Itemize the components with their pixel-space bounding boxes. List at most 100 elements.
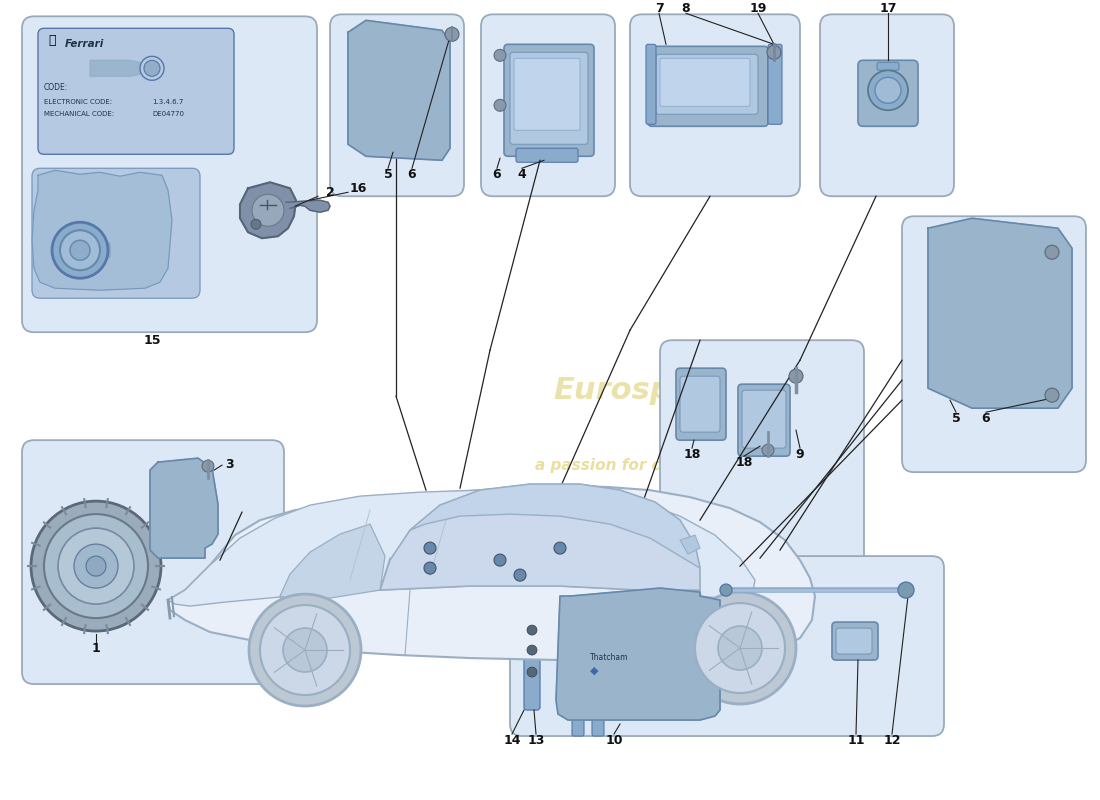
FancyBboxPatch shape bbox=[676, 368, 726, 440]
Text: 🐴: 🐴 bbox=[48, 34, 55, 47]
FancyBboxPatch shape bbox=[646, 44, 656, 124]
Circle shape bbox=[249, 594, 361, 706]
Text: 6: 6 bbox=[981, 412, 990, 425]
Polygon shape bbox=[90, 60, 148, 76]
Circle shape bbox=[767, 46, 781, 59]
Text: 3: 3 bbox=[226, 458, 234, 470]
FancyBboxPatch shape bbox=[510, 52, 588, 144]
FancyBboxPatch shape bbox=[738, 384, 790, 456]
Polygon shape bbox=[556, 588, 720, 720]
FancyBboxPatch shape bbox=[504, 44, 594, 156]
Text: Eurospares: Eurospares bbox=[553, 376, 747, 405]
Circle shape bbox=[898, 582, 914, 598]
Circle shape bbox=[140, 56, 164, 80]
Circle shape bbox=[527, 645, 537, 655]
Text: 11: 11 bbox=[847, 734, 865, 746]
FancyBboxPatch shape bbox=[940, 244, 1048, 392]
Circle shape bbox=[424, 542, 436, 554]
Circle shape bbox=[58, 528, 134, 604]
FancyBboxPatch shape bbox=[648, 46, 768, 126]
Circle shape bbox=[251, 219, 261, 230]
FancyBboxPatch shape bbox=[22, 16, 317, 332]
Text: CODE:: CODE: bbox=[44, 83, 68, 92]
FancyBboxPatch shape bbox=[39, 28, 234, 154]
FancyBboxPatch shape bbox=[516, 148, 578, 162]
FancyBboxPatch shape bbox=[22, 440, 284, 684]
FancyBboxPatch shape bbox=[836, 628, 872, 654]
Circle shape bbox=[514, 569, 526, 581]
Text: 4: 4 bbox=[518, 168, 527, 181]
Circle shape bbox=[527, 667, 537, 677]
FancyBboxPatch shape bbox=[660, 340, 864, 568]
Text: 8: 8 bbox=[682, 2, 691, 15]
Text: 5: 5 bbox=[952, 412, 960, 425]
FancyBboxPatch shape bbox=[360, 44, 436, 140]
Text: 1: 1 bbox=[91, 642, 100, 654]
FancyBboxPatch shape bbox=[574, 614, 704, 702]
Text: 9: 9 bbox=[795, 448, 804, 461]
Circle shape bbox=[720, 584, 732, 596]
FancyBboxPatch shape bbox=[514, 58, 580, 130]
FancyBboxPatch shape bbox=[524, 614, 540, 710]
Text: ◆: ◆ bbox=[590, 666, 598, 676]
FancyBboxPatch shape bbox=[32, 168, 200, 298]
Circle shape bbox=[494, 50, 506, 62]
Circle shape bbox=[260, 605, 350, 695]
Polygon shape bbox=[928, 218, 1072, 408]
Circle shape bbox=[494, 99, 506, 111]
FancyBboxPatch shape bbox=[568, 606, 712, 710]
Text: 14: 14 bbox=[504, 734, 520, 746]
Text: 13: 13 bbox=[527, 734, 544, 746]
Circle shape bbox=[1045, 388, 1059, 402]
Text: 18: 18 bbox=[683, 448, 701, 461]
Text: 6: 6 bbox=[493, 168, 502, 181]
Circle shape bbox=[74, 544, 118, 588]
Text: 18: 18 bbox=[735, 456, 752, 469]
FancyBboxPatch shape bbox=[510, 556, 944, 736]
Circle shape bbox=[424, 562, 436, 574]
FancyBboxPatch shape bbox=[902, 216, 1086, 472]
Circle shape bbox=[762, 444, 774, 456]
Circle shape bbox=[86, 556, 106, 576]
Polygon shape bbox=[240, 182, 296, 238]
FancyBboxPatch shape bbox=[877, 62, 899, 70]
Text: 17: 17 bbox=[879, 2, 896, 15]
Circle shape bbox=[283, 628, 327, 672]
Text: ELECTRONIC CODE:: ELECTRONIC CODE: bbox=[44, 99, 112, 106]
FancyBboxPatch shape bbox=[592, 718, 604, 736]
Circle shape bbox=[554, 542, 566, 554]
FancyBboxPatch shape bbox=[572, 718, 584, 736]
Text: 1.3.4.6.7: 1.3.4.6.7 bbox=[152, 99, 184, 106]
Circle shape bbox=[70, 240, 90, 260]
Circle shape bbox=[252, 194, 284, 226]
Text: 12: 12 bbox=[883, 734, 901, 746]
Polygon shape bbox=[286, 200, 330, 212]
FancyBboxPatch shape bbox=[768, 44, 782, 124]
Circle shape bbox=[52, 222, 108, 278]
FancyBboxPatch shape bbox=[742, 390, 786, 448]
Polygon shape bbox=[150, 458, 218, 558]
Circle shape bbox=[144, 60, 159, 76]
Text: 6: 6 bbox=[408, 168, 416, 181]
FancyBboxPatch shape bbox=[832, 622, 878, 660]
Polygon shape bbox=[32, 170, 172, 290]
Circle shape bbox=[527, 625, 537, 635]
FancyBboxPatch shape bbox=[362, 94, 432, 132]
Polygon shape bbox=[410, 484, 700, 568]
Circle shape bbox=[1045, 246, 1059, 259]
Text: Thatcham: Thatcham bbox=[590, 653, 628, 662]
Circle shape bbox=[789, 369, 803, 383]
Circle shape bbox=[868, 70, 908, 110]
Text: DE04770: DE04770 bbox=[152, 111, 184, 118]
FancyBboxPatch shape bbox=[946, 322, 1040, 380]
Circle shape bbox=[874, 78, 901, 103]
Text: MECHANICAL CODE:: MECHANICAL CODE: bbox=[44, 111, 114, 118]
FancyBboxPatch shape bbox=[330, 14, 464, 196]
Text: 7: 7 bbox=[654, 2, 663, 15]
FancyBboxPatch shape bbox=[820, 14, 954, 196]
FancyBboxPatch shape bbox=[92, 242, 110, 258]
Polygon shape bbox=[168, 485, 815, 660]
Circle shape bbox=[31, 501, 161, 631]
Text: 10: 10 bbox=[605, 734, 623, 746]
Circle shape bbox=[718, 626, 762, 670]
